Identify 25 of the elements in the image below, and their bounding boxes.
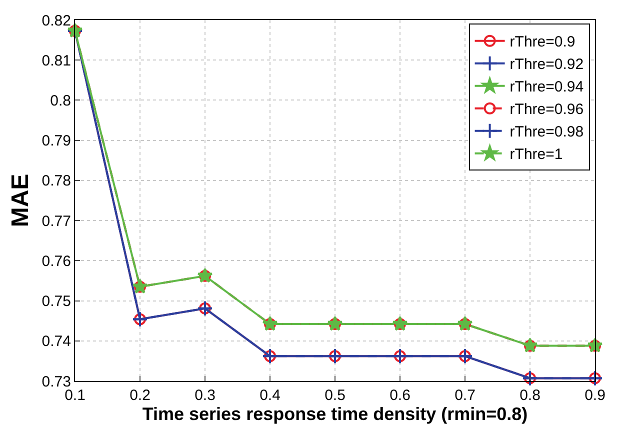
y-tick-label: 0.77 — [42, 212, 71, 230]
y-tick-label: 0.78 — [42, 172, 71, 190]
x-tick-label: 0.4 — [260, 387, 280, 404]
x-tick-label: 0.2 — [130, 387, 150, 404]
legend-label: rThre=0.98 — [510, 124, 584, 141]
y-tick-label: 0.81 — [42, 52, 71, 70]
x-tick-label: 0.5 — [324, 387, 346, 404]
y-tick-label: 0.82 — [42, 12, 71, 30]
y-axis-title: MAE — [6, 174, 34, 228]
legend-label: rThre=0.9 — [510, 34, 576, 51]
legend-label: rThre=0.94 — [510, 78, 584, 96]
y-tick-label: 0.79 — [42, 132, 71, 150]
x-tick-label: 0.6 — [390, 387, 410, 404]
legend-label: rThre=0.96 — [510, 101, 584, 118]
x-tick-label: 0.9 — [584, 387, 606, 404]
y-tick-label: 0.8 — [50, 92, 71, 110]
x-tick-label: 0.7 — [454, 387, 476, 404]
x-axis-title: Time series response time density (rmin=0.8) — [142, 404, 528, 424]
legend-label: rThre=0.92 — [510, 56, 584, 74]
y-tick-label: 0.75 — [42, 293, 71, 310]
legend-label: rThre=1 — [510, 146, 563, 164]
x-tick-label: 0.8 — [520, 387, 540, 404]
x-tick-label: 0.3 — [194, 387, 216, 404]
y-tick-label: 0.74 — [42, 333, 71, 350]
y-tick-label: 0.76 — [42, 252, 71, 270]
